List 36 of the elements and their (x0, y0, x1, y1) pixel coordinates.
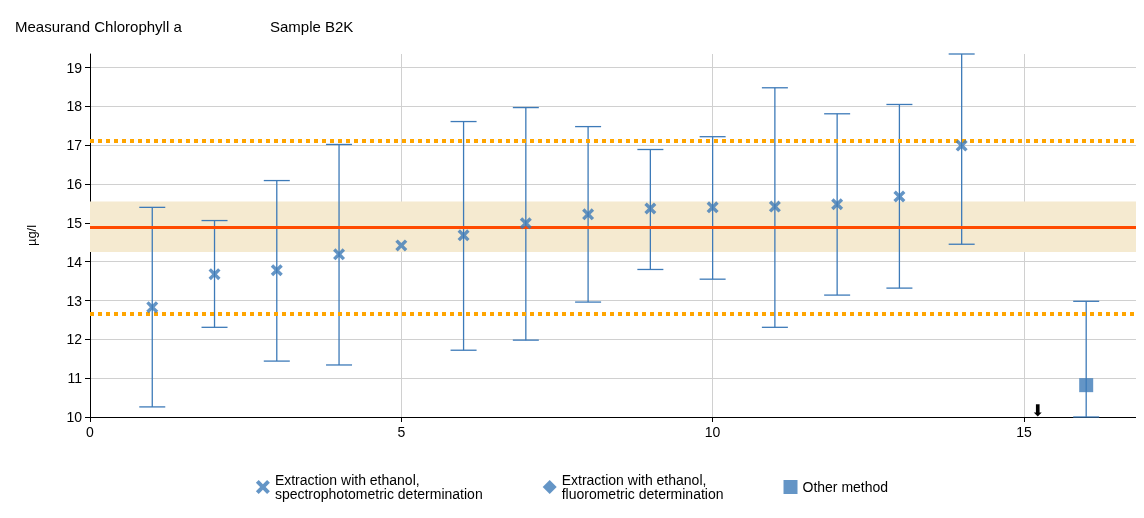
y-tick-label: 12 (66, 331, 83, 348)
point (582, 208, 595, 221)
chart-subtitle: Sample B2K (270, 18, 354, 35)
point (893, 190, 906, 203)
y-tick-label: 16 (66, 176, 83, 193)
point (208, 268, 221, 281)
point (1079, 378, 1094, 393)
point (831, 198, 844, 211)
annotation: ⬇ (1031, 401, 1045, 420)
y-tick-label: 10 (66, 409, 83, 425)
point (395, 239, 408, 252)
point (768, 200, 781, 213)
y-tick-label: 15 (66, 214, 83, 231)
x-tick-label: 5 (397, 424, 406, 440)
y-tick-label: 19 (66, 59, 83, 76)
y-tick-label: 17 (66, 137, 83, 154)
legend-label: Other method (802, 479, 889, 495)
x-tick-label: 0 (86, 424, 95, 440)
point (146, 301, 159, 314)
y-tick-label: 18 (66, 98, 83, 115)
legend-label: Extraction with ethanol, spectrophotometric determination (274, 472, 483, 502)
point (457, 229, 470, 242)
x-tick-label: 10 (704, 424, 721, 440)
y-axis-title: µg/l (24, 224, 39, 247)
point (706, 201, 719, 214)
point (333, 248, 346, 261)
point (519, 217, 532, 230)
legend-label: Extraction with ethanol, fluorometric determination (561, 472, 724, 502)
y-tick-label: 14 (66, 253, 83, 270)
point (955, 139, 968, 152)
y-tick-label: 11 (67, 370, 83, 387)
point (270, 264, 283, 277)
chart-title: Measurand Chlorophyll a (15, 18, 183, 35)
point (644, 202, 657, 215)
y-tick-label: 13 (66, 292, 83, 309)
x-tick-label: 15 (1016, 424, 1032, 440)
